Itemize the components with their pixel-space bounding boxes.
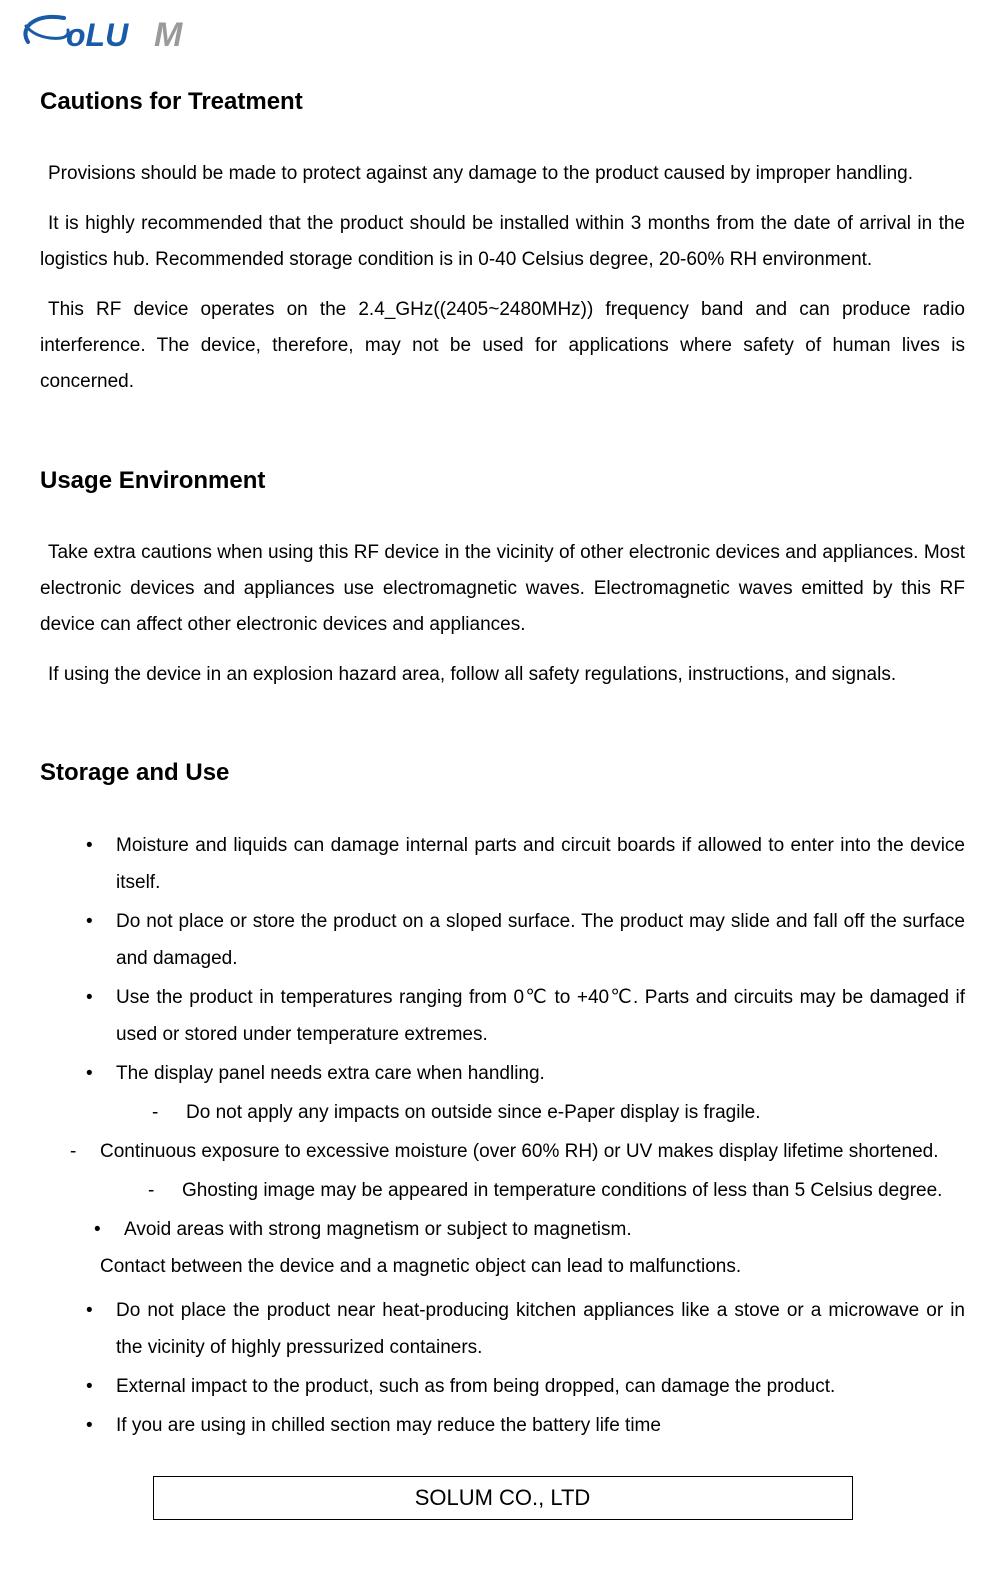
cautions-para-2: It is highly recommended that the produc…: [40, 206, 965, 278]
list-item: Do not place the product near heat-produ…: [86, 1292, 965, 1366]
company-logo: oLU M: [20, 12, 965, 58]
usage-para-2: If using the device in an explosion haza…: [40, 657, 965, 693]
sub-list-item: Ghosting image may be appeared in temper…: [148, 1172, 965, 1209]
dash-item-text: Continuous exposure to excessive moistur…: [100, 1141, 938, 1162]
heading-storage: Storage and Use: [40, 759, 965, 787]
list-item: Moisture and liquids can damage internal…: [86, 827, 965, 901]
list-item: If you are using in chilled section may …: [86, 1407, 965, 1444]
heading-cautions: Cautions for Treatment: [40, 88, 965, 116]
storage-list-tail: Do not place the product near heat-produ…: [40, 1292, 965, 1444]
list-item-continuation: Contact between the device and a magneti…: [40, 1248, 965, 1285]
heading-usage: Usage Environment: [40, 467, 965, 495]
list-item: Use the product in temperatures ranging …: [86, 979, 965, 1053]
svg-text:M: M: [154, 16, 183, 54]
list-item: External impact to the product, such as …: [86, 1368, 965, 1405]
svg-text:oLU: oLU: [66, 17, 129, 53]
dash-list: Continuous exposure to excessive moistur…: [40, 1133, 965, 1209]
usage-para-1: Take extra cautions when using this RF d…: [40, 535, 965, 643]
dash-item: Continuous exposure to excessive moistur…: [70, 1133, 965, 1209]
list-item: Avoid areas with strong magnetism or sub…: [94, 1211, 965, 1248]
storage-list: Moisture and liquids can damage internal…: [40, 827, 965, 1131]
footer-company-box: SOLUM CO., LTD: [153, 1476, 853, 1520]
storage-list-continued: Avoid areas with strong magnetism or sub…: [40, 1211, 965, 1248]
cautions-para-1: Provisions should be made to protect aga…: [40, 156, 965, 192]
cautions-para-3: This RF device operates on the 2.4_GHz((…: [40, 292, 965, 400]
list-item-text: The display panel needs extra care when …: [116, 1063, 545, 1084]
list-item: The display panel needs extra care when …: [86, 1055, 965, 1131]
sub-list: Ghosting image may be appeared in temper…: [100, 1172, 965, 1209]
sub-list: Do not apply any impacts on outside sinc…: [116, 1094, 965, 1131]
document-page: oLU M Cautions for Treatment Provisions …: [0, 0, 1005, 1570]
footer-company-name: SOLUM CO., LTD: [415, 1485, 591, 1510]
sub-list-item: Do not apply any impacts on outside sinc…: [152, 1094, 965, 1131]
list-item: Do not place or store the product on a s…: [86, 903, 965, 977]
